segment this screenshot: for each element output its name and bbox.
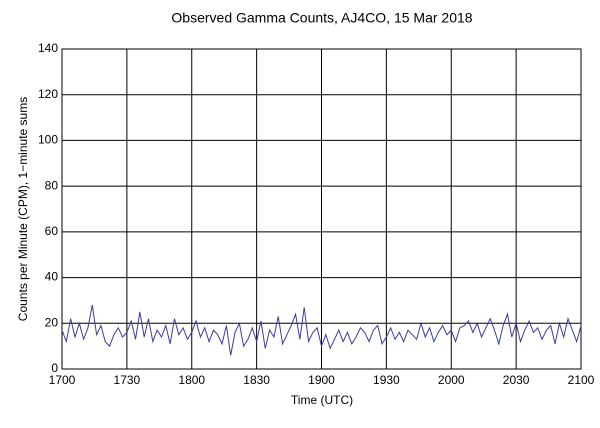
y-tick-label: 0 [51, 361, 58, 375]
x-tick-label: 2030 [503, 373, 530, 387]
x-tick-label: 1830 [243, 373, 270, 387]
chart-title: Observed Gamma Counts, AJ4CO, 15 Mar 201… [171, 10, 472, 26]
x-tick-label: 1730 [114, 373, 141, 387]
x-axis-label: Time (UTC) [291, 393, 353, 407]
x-tick-label: 1930 [373, 373, 400, 387]
y-tick-label: 100 [38, 133, 58, 147]
y-tick-label: 20 [45, 315, 59, 329]
x-tick-label: 1700 [49, 373, 76, 387]
y-tick-label: 140 [38, 41, 58, 55]
y-tick-label: 120 [38, 87, 58, 101]
y-tick-label: 60 [45, 224, 59, 238]
x-tick-label: 2100 [568, 373, 595, 387]
y-axis-label: Counts per Minute (CPM), 1−minute sums [16, 97, 30, 321]
y-tick-label: 40 [45, 270, 59, 284]
data-line [61, 304, 582, 356]
x-tick-label: 1900 [308, 373, 335, 387]
x-tick-label: 2000 [438, 373, 465, 387]
y-tick-label: 80 [45, 178, 59, 192]
x-tick-label: 1800 [178, 373, 205, 387]
